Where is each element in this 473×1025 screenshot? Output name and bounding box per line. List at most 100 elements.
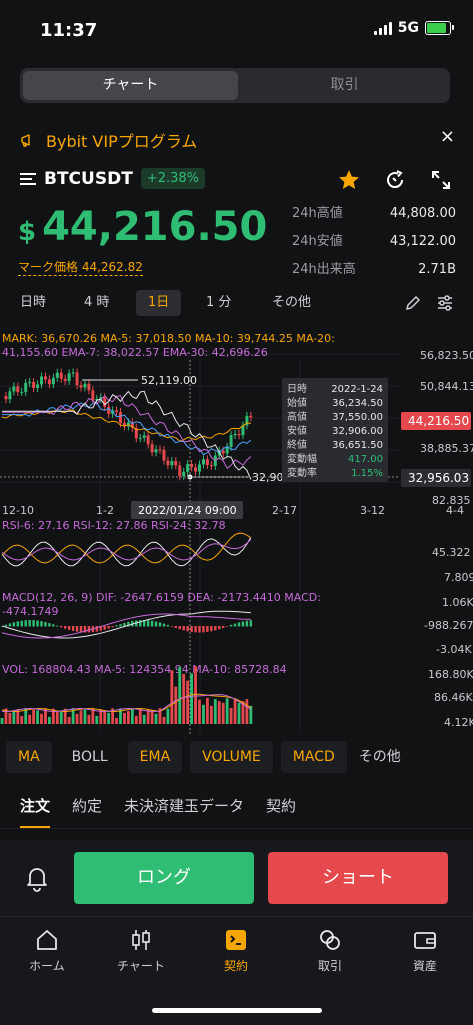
nav-contract[interactable]: 契約 — [196, 927, 276, 974]
fullscreen-icon[interactable] — [429, 168, 453, 192]
candle-body — [142, 435, 146, 438]
mark-price[interactable]: マーク価格 44,262.82 — [18, 260, 143, 276]
nav-exchange[interactable]: 取引 — [290, 927, 370, 974]
macd-bar — [64, 626, 67, 629]
candle-body — [178, 465, 182, 477]
macd-bar — [67, 626, 71, 630]
ohlc-tooltip-rows: 日時 2022-1-24 始値 36,234.50 高値 37,550.00 安値 32,90… — [287, 383, 383, 479]
last-price: $ 44,216.50 — [18, 204, 267, 250]
macd-bar — [143, 620, 146, 627]
candle-body — [201, 459, 205, 465]
status-bar: 11:37 5G — [0, 0, 473, 60]
volume-bar — [229, 707, 233, 724]
volume-bar — [4, 708, 8, 724]
nav-home[interactable]: ホーム — [7, 927, 87, 974]
draw-pencil-icon[interactable] — [404, 294, 422, 312]
candle-body — [190, 464, 194, 468]
indicator-boll[interactable]: BOLL — [71, 749, 108, 765]
short-button[interactable]: ショート — [268, 852, 448, 904]
tab-chart[interactable]: チャート — [23, 71, 238, 100]
volume-bar — [186, 680, 190, 724]
network-label: 5G — [397, 20, 419, 36]
candle-body — [55, 372, 59, 378]
macd-bar — [119, 624, 122, 627]
tooltip-label: 高値 — [287, 410, 307, 423]
status-right: 5G — [373, 20, 454, 36]
stat-low: 24h安値 43,122.00 — [292, 234, 456, 249]
timeframe-4h[interactable]: 4 時 — [84, 295, 110, 310]
volume-bar — [198, 699, 201, 724]
macd-bar — [150, 620, 154, 627]
timeframe-1d[interactable]: 1日 — [136, 290, 182, 316]
volume-bar — [95, 715, 99, 724]
home-icon — [37, 930, 57, 950]
high-marker: 52,119.00 — [141, 374, 197, 387]
tab-orders[interactable]: 注文 — [20, 795, 51, 828]
timeframe-time[interactable]: 日時 — [20, 295, 47, 310]
macd-bar — [245, 620, 249, 627]
macd-bar — [4, 624, 8, 627]
volume-bar — [87, 714, 91, 724]
order-tabs: 注文 約定 未決済建玉データ 契約 — [20, 795, 296, 828]
macd-bar — [166, 624, 170, 627]
volume-bar — [99, 709, 103, 724]
nav-assets[interactable]: 資産 — [385, 927, 465, 974]
indicator-ema[interactable]: EMA — [127, 741, 183, 773]
volume-bar — [130, 709, 134, 724]
ma-line — [2, 402, 252, 456]
indicator-ma[interactable]: MA — [6, 741, 52, 773]
candle-body — [221, 450, 225, 454]
indicator-more[interactable]: その他 — [358, 749, 401, 765]
volume-bar — [71, 708, 75, 724]
change-badge: +2.38% — [140, 168, 205, 189]
nav-chart[interactable]: チャート — [101, 927, 181, 974]
volume-bar — [91, 708, 95, 724]
wallet-icon — [414, 932, 436, 949]
bell-icon[interactable] — [24, 864, 50, 892]
macd-bar — [178, 626, 181, 630]
volume-bar — [24, 708, 28, 724]
tooltip-value: 417.00 — [348, 454, 383, 465]
settings-sliders-icon[interactable] — [436, 294, 454, 312]
timeframe-more[interactable]: その他 — [272, 295, 312, 310]
vol-axis-2: 86.46K — [434, 691, 473, 704]
tab-trade[interactable]: 取引 — [330, 77, 359, 93]
tab-open-interest[interactable]: 未決済建玉データ — [124, 797, 245, 815]
symbol-name[interactable]: BTCUSDT — [44, 168, 133, 189]
candle-body — [146, 435, 150, 445]
volume-bar — [158, 708, 162, 724]
symbol-menu-icon[interactable] — [20, 172, 36, 185]
candle-body — [122, 422, 126, 427]
tooltip-label: 始値 — [287, 396, 307, 409]
rsi-line — [1, 539, 252, 561]
candle-body — [229, 435, 233, 447]
candle-body — [87, 383, 91, 391]
date-tick-4: 3-12 — [360, 504, 385, 517]
candle-body — [158, 449, 162, 451]
candle-body — [83, 383, 87, 388]
volume-bar — [8, 712, 12, 724]
close-banner-icon[interactable]: × — [439, 126, 455, 147]
candle-body — [198, 464, 201, 472]
macd-bar — [48, 623, 51, 627]
indicator-volume[interactable]: VOLUME — [190, 741, 273, 773]
cross-date: 2022/01/24 09:00 — [138, 504, 237, 517]
symbol-row: BTCUSDT +2.38% — [20, 168, 205, 189]
candle-body — [67, 373, 71, 381]
tab-fills[interactable]: 約定 — [72, 797, 103, 815]
contract-icon — [226, 930, 246, 950]
indicator-macd[interactable]: MACD — [280, 741, 347, 773]
vip-banner[interactable]: Bybit VIPプログラム — [20, 128, 197, 152]
candle-body — [8, 391, 12, 400]
timeframe-1m[interactable]: 1 分 — [206, 295, 232, 310]
long-button[interactable]: ロング — [74, 852, 254, 904]
volume-bar — [225, 698, 229, 724]
star-icon[interactable] — [337, 168, 361, 192]
volume-bar — [217, 701, 221, 724]
tab-contract[interactable]: 契約 — [266, 797, 297, 815]
macd-bar — [218, 626, 221, 630]
kline-chart[interactable]: MARK: 36,670.26 MA-5: 37,018.50 MA-10: 3… — [0, 326, 473, 736]
macd-bar — [174, 626, 177, 629]
volume-bar — [237, 702, 241, 724]
refresh-icon[interactable] — [383, 168, 407, 192]
